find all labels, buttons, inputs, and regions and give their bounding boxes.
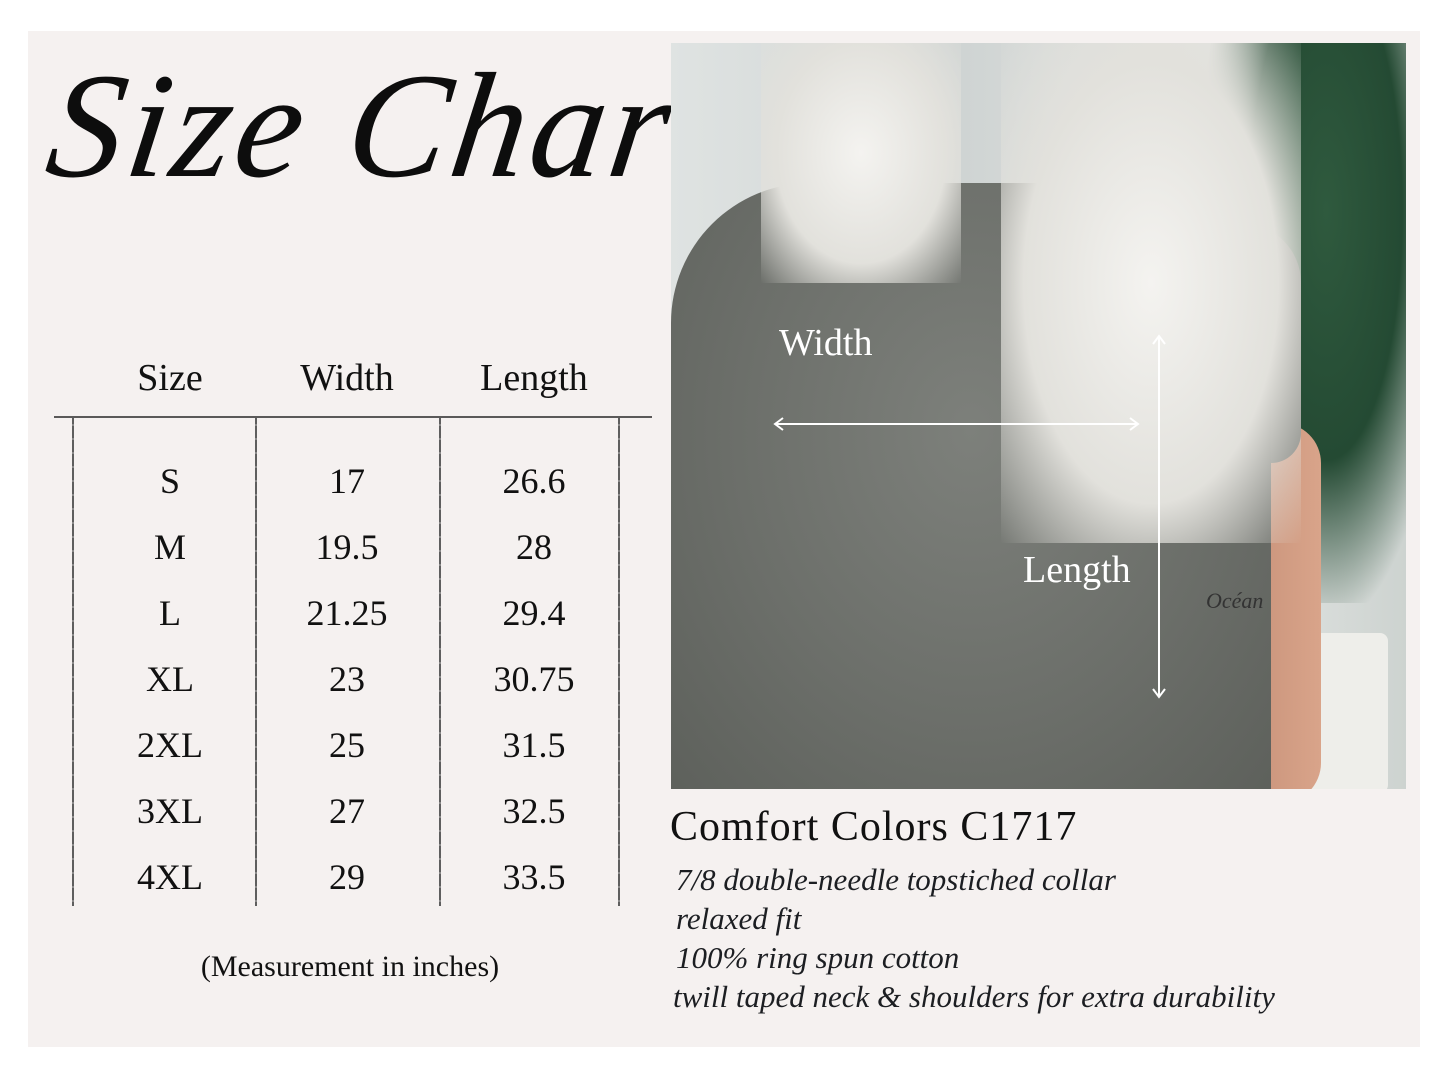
feature-item: 7/8 double-needle topstiched collar	[676, 862, 1116, 897]
feature-item: relaxed fit	[676, 901, 802, 936]
cell-width: 21.25	[306, 593, 388, 633]
page-title: Size Chart	[38, 43, 731, 209]
table-column-divider	[255, 418, 257, 906]
header-size: Size	[137, 357, 203, 399]
cell-size: XL	[146, 659, 194, 699]
feature-item: 100% ring spun cotton	[676, 940, 960, 975]
hair-image	[1001, 43, 1301, 543]
cell-width: 17	[329, 461, 365, 501]
length-arrow-head-top	[1152, 334, 1166, 345]
measurement-note: (Measurement in inches)	[200, 950, 500, 983]
length-label: Length	[1023, 549, 1131, 591]
cell-length: 29.4	[502, 593, 566, 633]
cell-width: 23	[329, 659, 365, 699]
header-length: Length	[480, 357, 588, 399]
cell-size: L	[159, 593, 181, 633]
table-header-divider	[54, 416, 652, 418]
table-column-divider	[439, 418, 441, 906]
cell-width: 25	[329, 725, 365, 765]
table-column-divider	[72, 418, 74, 906]
cell-length: 28	[516, 527, 552, 567]
cell-width: 27	[329, 791, 365, 831]
product-name: Comfort Colors C1717	[670, 804, 1078, 850]
cell-length: 30.75	[493, 659, 575, 699]
width-arrow-head-right	[1129, 417, 1140, 431]
cell-length: 33.5	[502, 857, 566, 897]
tattoo-text: Océan	[1206, 588, 1264, 613]
measurement-arrows	[773, 334, 1166, 699]
cell-size: S	[159, 461, 181, 501]
cell-size: 4XL	[137, 857, 203, 897]
feature-item: twill taped neck & shoulders for extra d…	[673, 979, 1275, 1014]
cell-size: 2XL	[137, 725, 203, 765]
table-column-divider	[618, 418, 620, 906]
cell-size: M	[153, 527, 186, 567]
cell-size: 3XL	[137, 791, 203, 831]
cell-length: 31.5	[502, 725, 566, 765]
length-arrow-head-bottom	[1152, 688, 1166, 699]
hair-image	[761, 43, 961, 283]
width-label: Width	[779, 322, 873, 364]
cell-length: 32.5	[502, 791, 566, 831]
cell-length: 26.6	[502, 461, 566, 501]
cell-width: 19.5	[315, 527, 379, 567]
cell-width: 29	[329, 857, 365, 897]
header-width: Width	[300, 357, 394, 399]
width-arrow-head-left	[773, 417, 784, 431]
product-photo: Width Length Océan	[671, 43, 1406, 789]
